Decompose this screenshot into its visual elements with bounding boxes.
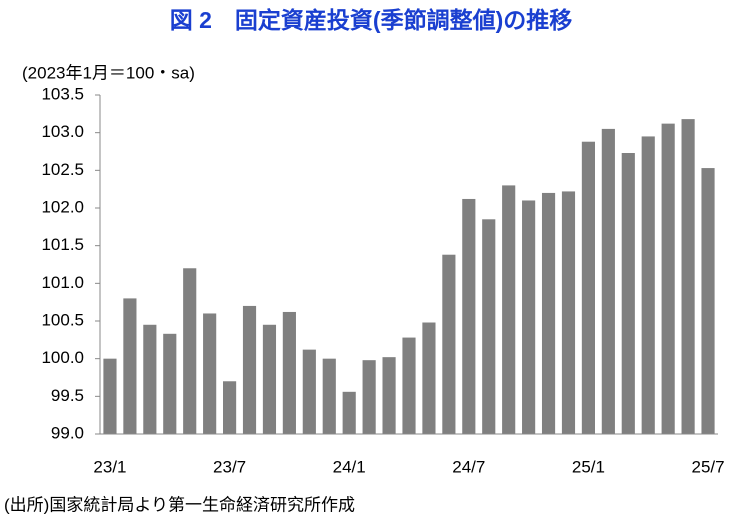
bar (561, 191, 576, 434)
bar (382, 357, 396, 434)
y-tick-label: 101.5 (41, 235, 84, 254)
bar (183, 268, 197, 434)
y-tick-label: 103.0 (41, 122, 84, 141)
y-tick-label: 102.5 (41, 160, 84, 179)
bar (242, 305, 257, 434)
chart-title: 図 2 固定資産投資(季節調整値)の推移 (170, 7, 573, 33)
y-tick-label: 100.0 (41, 348, 84, 367)
x-tick-label: 23/7 (213, 457, 246, 476)
bar (581, 141, 595, 434)
bar (143, 324, 157, 434)
bar (601, 128, 615, 434)
y-tick-label: 100.5 (41, 310, 84, 329)
x-tick-label: 24/1 (333, 457, 366, 476)
bar (681, 119, 695, 435)
bar (422, 322, 436, 434)
bar (502, 185, 516, 434)
bar (701, 168, 715, 434)
bar (302, 349, 316, 434)
y-tick-label: 101.0 (41, 273, 84, 292)
bar (262, 324, 277, 434)
y-tick-label: 102.0 (41, 197, 84, 216)
x-tick-label: 24/7 (452, 457, 485, 476)
bar (661, 123, 675, 435)
bar (322, 358, 336, 434)
bar (123, 298, 137, 434)
bar (402, 337, 416, 434)
bar (462, 198, 476, 434)
bar (203, 313, 217, 434)
bar (103, 358, 117, 434)
bar (442, 254, 456, 434)
x-tick-label: 23/1 (93, 457, 126, 476)
x-tick-label: 25/1 (572, 457, 605, 476)
bar (522, 200, 536, 434)
bar (342, 391, 356, 434)
bar (362, 360, 376, 434)
bar (282, 311, 296, 434)
bar (163, 333, 177, 434)
y-axis-label: (2023年1月＝100・sa) (22, 63, 195, 82)
bar (482, 219, 496, 434)
bar (621, 153, 635, 435)
bar (641, 136, 655, 434)
y-tick-label: 99.0 (51, 423, 84, 442)
bar (223, 381, 237, 434)
y-tick-label: 99.5 (51, 386, 84, 405)
x-tick-label: 25/7 (691, 457, 724, 476)
y-tick-label: 103.5 (41, 84, 84, 103)
source-note: (出所)国家統計局より第一生命経済研究所作成 (4, 495, 355, 514)
bar (541, 192, 556, 434)
